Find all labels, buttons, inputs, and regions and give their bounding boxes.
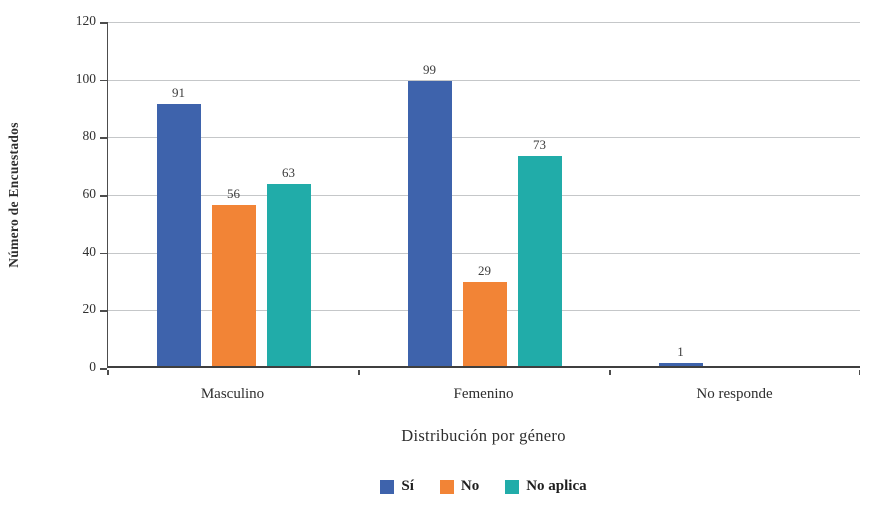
category-label-no-responde: No responde [696,386,773,402]
legend: Sí No No aplica [107,478,860,495]
y-tick-120 [100,22,107,24]
x-tick-1 [358,370,360,375]
gridline-80 [108,137,860,139]
bar-group-masculino: 91 56 63 [108,22,359,366]
category-label-femenino: Femenino [453,386,514,402]
plot-area: 91 56 63 99 29 73 1 [107,22,860,368]
y-axis-title: Número de Encuestados [2,22,26,368]
data-label: 73 [533,137,546,152]
legend-label-no: No [460,478,480,494]
bar-group-no-responde: 1 [610,22,861,366]
data-label: 63 [282,165,295,180]
y-tick-label-120: 120 [75,13,96,28]
legend-label-si: Sí [401,478,414,494]
x-tick-2 [609,370,611,375]
legend-item-no: No [439,478,480,495]
y-tick-80 [100,137,107,139]
data-label: 56 [227,186,240,201]
gridline-120 [108,22,860,23]
gridline-100 [108,79,860,81]
y-tick-label-40: 40 [82,243,97,259]
y-tick-label-80: 80 [82,128,97,144]
data-label: 91 [172,85,185,100]
data-label: 29 [478,263,491,278]
y-tick-100 [100,79,107,82]
legend-item-si: Sí [380,478,414,495]
bar-no-aplica-femenino: 73 [517,137,562,366]
legend-swatch-si [380,479,395,494]
y-tick-label-20: 20 [82,301,97,317]
bar-no-masculino: 56 [211,186,256,366]
legend-label-no-aplica: No aplica [526,478,587,494]
bar-no-femenino: 29 [462,263,507,366]
bar-sí-masculino: 91 [156,85,201,366]
gridline-40 [108,252,860,254]
y-tick-label-60: 60 [82,186,97,201]
legend-item-no-aplica: No aplica [505,478,587,495]
bar-sí-femenino: 99 [407,62,452,366]
y-tick-60 [100,195,107,197]
bar-no-aplica-masculino: 63 [266,165,311,366]
y-tick-20 [100,310,107,312]
data-label: 1 [677,344,684,359]
y-tick-40 [100,252,107,255]
gridline-60 [108,195,860,196]
data-label: 99 [423,62,436,77]
bar-sí-no-responde: 1 [658,344,703,366]
legend-swatch-no-aplica [505,479,520,494]
y-tick-label-100: 100 [75,70,96,86]
bar-group-femenino: 99 29 73 [359,22,610,366]
y-axis-title-text: Número de Encuestados [6,122,21,268]
x-tick-3 [858,370,860,375]
x-axis-title: Distribución por género [401,426,566,445]
x-tick-0 [107,370,109,375]
legend-swatch-no [439,479,454,494]
category-label-masculino: Masculino [200,386,265,402]
y-tick-0 [100,368,107,370]
y-tick-label-0: 0 [89,359,96,374]
